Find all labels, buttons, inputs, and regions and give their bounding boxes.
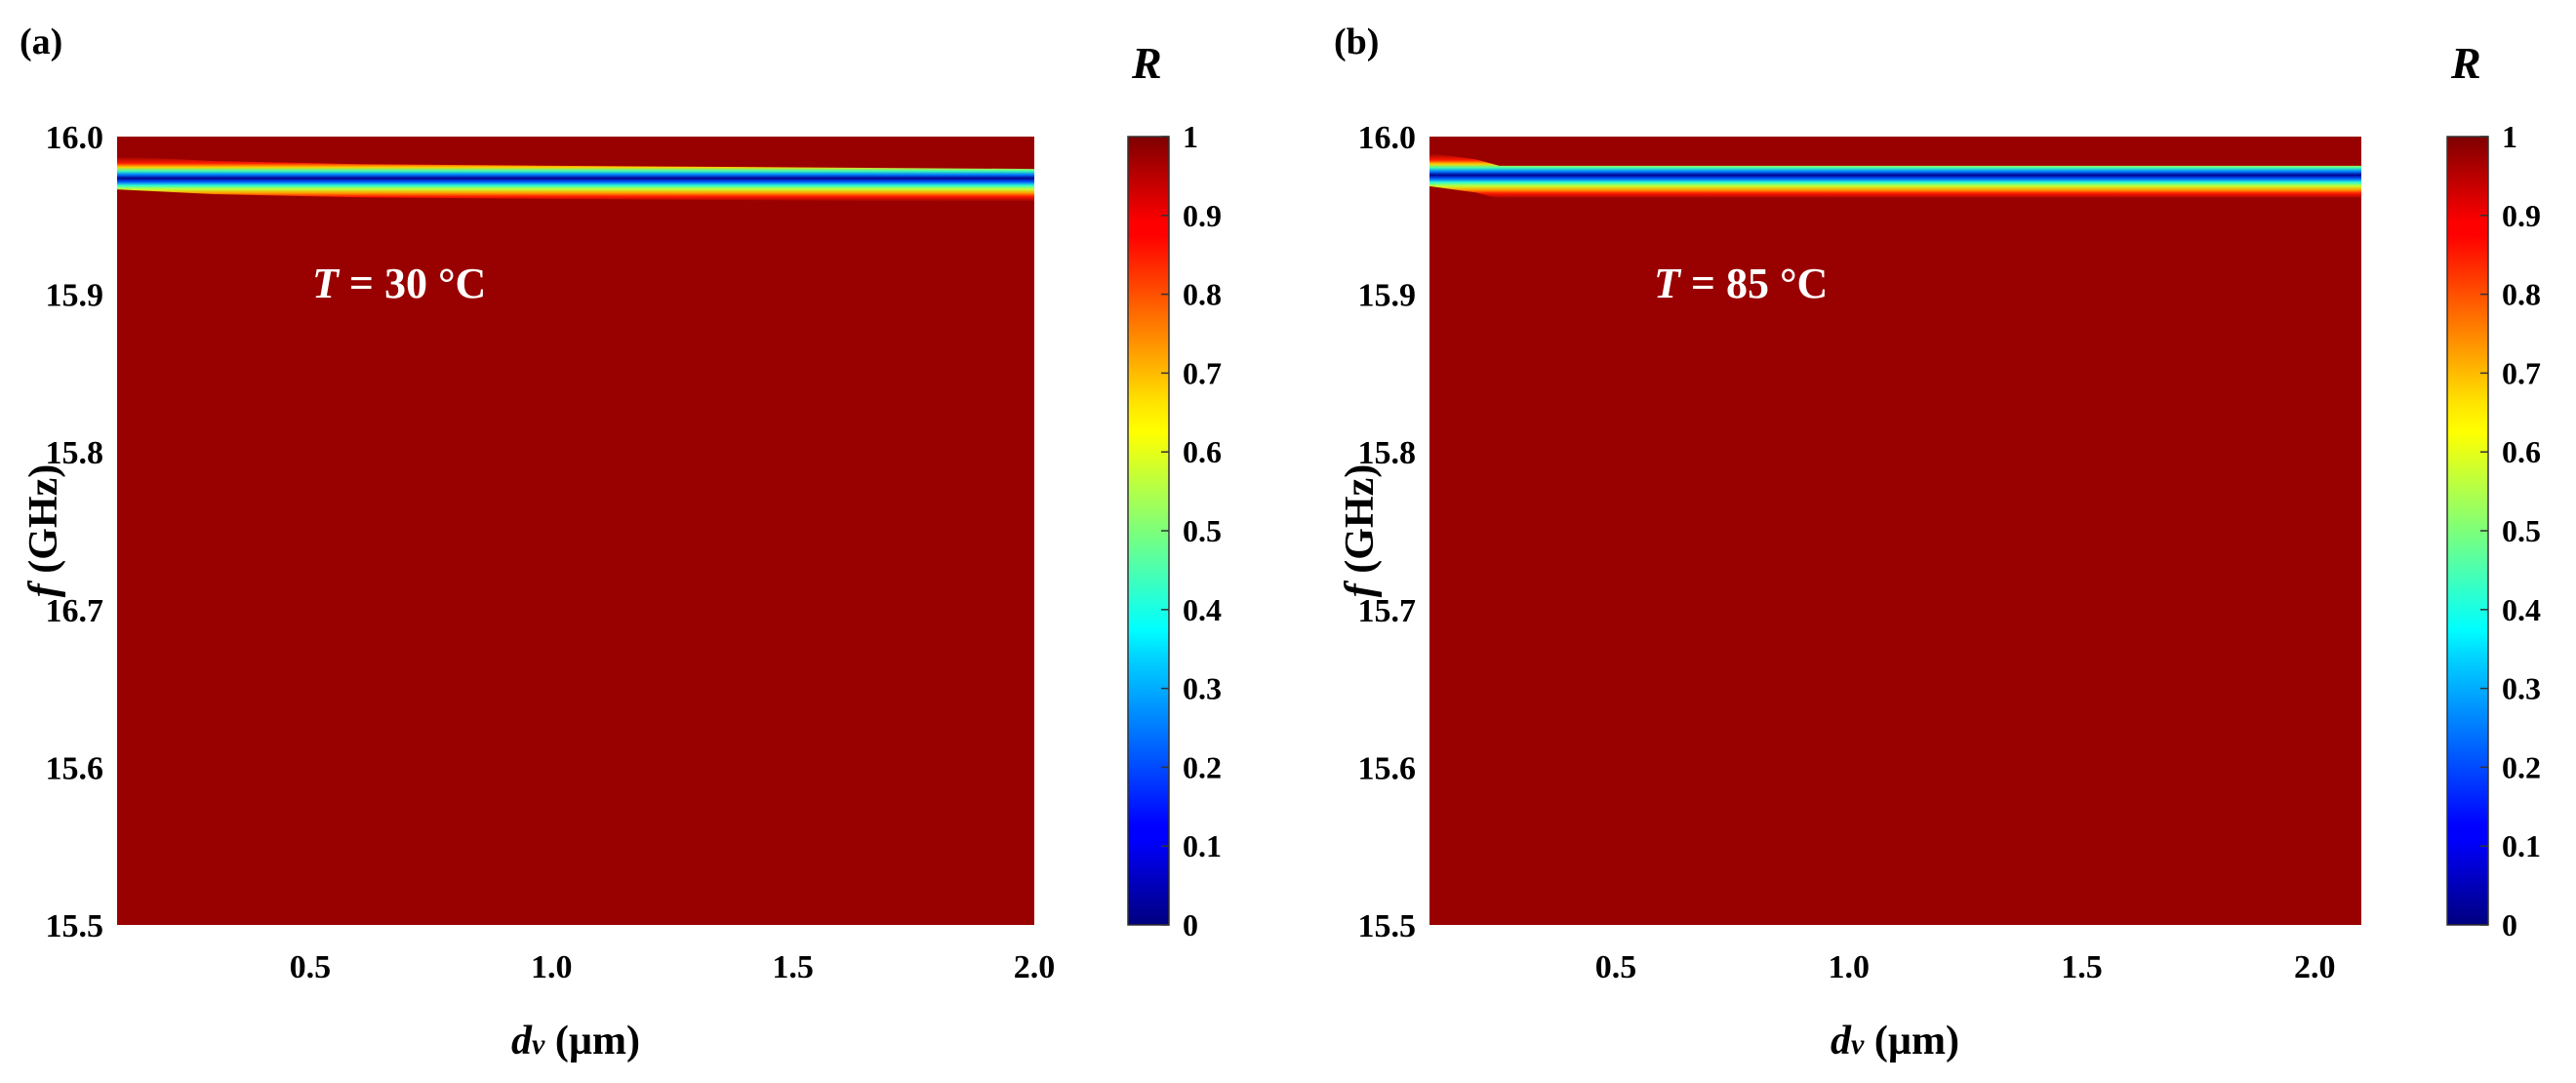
x-axis-label: dv (µm) xyxy=(1831,1019,1959,1063)
colorbar-tick-labels: 1 0.9 0.8 0.7 0.6 0.5 0.4 0.3 0.2 0.1 0 xyxy=(2480,119,2541,943)
colorbar-tick-label: 0.7 xyxy=(1183,355,1222,390)
colorbar-tick-label: 0.8 xyxy=(1183,277,1222,312)
temperature-annotation: T = 85 °C xyxy=(1654,260,1828,307)
y-tick-label: 15.8 xyxy=(1358,435,1417,471)
colorbar-tick-label: 0.2 xyxy=(2502,749,2541,784)
heatmap-plot-area xyxy=(117,137,1034,925)
y-tick-label: 16.7 xyxy=(46,593,104,629)
x-tick-label: 0.5 xyxy=(1595,949,1637,985)
colorbar-tick-label: 1 xyxy=(1183,119,1198,154)
panel-a: (a) 16.0 15.9 15.8 16.7 15.6 15.5 0.5 1.0 1.5 2.… xyxy=(20,21,1222,1063)
colorbar-tick-label: 0.5 xyxy=(2502,513,2541,548)
colorbar-tick-label: 0.6 xyxy=(2502,434,2541,469)
y-tick-label: 15.6 xyxy=(1358,750,1417,786)
colorbar-tick-label: 0.2 xyxy=(1183,749,1222,784)
colorbar-title: R xyxy=(2450,38,2481,88)
y-axis-label: f (GHz) xyxy=(21,464,66,597)
colorbar-tick-label: 0.1 xyxy=(2502,828,2541,863)
x-tick-labels: 0.5 1.0 1.5 2.0 xyxy=(1595,949,2336,985)
colorbar-tick-label: 0 xyxy=(1183,907,1198,943)
y-tick-label: 15.9 xyxy=(1358,278,1417,314)
x-tick-label: 1.5 xyxy=(2061,949,2103,985)
y-tick-label: 15.8 xyxy=(46,435,104,471)
colorbar-tick-label: 0.6 xyxy=(1183,434,1222,469)
y-tick-label: 16.0 xyxy=(1358,120,1417,156)
y-tick-label: 16.0 xyxy=(46,120,104,156)
y-tick-label: 15.7 xyxy=(1358,593,1417,629)
colorbar-tick-label: 0.4 xyxy=(2502,592,2541,627)
resonance-band xyxy=(117,156,1034,203)
x-tick-label: 1.0 xyxy=(531,949,573,985)
colorbar-tick-label: 0.1 xyxy=(1183,828,1222,863)
colorbar-tick-label: 0 xyxy=(2502,907,2517,943)
y-tick-labels: 16.0 15.9 15.8 16.7 15.6 15.5 xyxy=(46,120,104,944)
panel-label: (b) xyxy=(1334,21,1379,62)
y-tick-label: 15.9 xyxy=(46,278,104,314)
panel-label: (a) xyxy=(20,21,62,62)
panel-b: (b) 16.0 15.9 15.8 15.7 15.6 15.5 0.5 1.0 1.5 2.… xyxy=(1334,21,2541,1063)
colorbar-tick-label: 0.5 xyxy=(1183,513,1222,548)
x-tick-label: 1.0 xyxy=(1829,949,1871,985)
colorbar-tick-label: 0.7 xyxy=(2502,355,2541,390)
y-axis-label: f (GHz) xyxy=(1338,464,1383,597)
x-tick-label: 0.5 xyxy=(290,949,332,985)
colorbar-tick-label: 0.8 xyxy=(2502,277,2541,312)
y-tick-label: 15.5 xyxy=(46,908,104,944)
colorbar-tick-label: 0.9 xyxy=(1183,198,1222,233)
y-tick-label: 15.6 xyxy=(46,750,104,786)
y-tick-labels: 16.0 15.9 15.8 15.7 15.6 15.5 xyxy=(1358,120,1417,944)
x-tick-label: 2.0 xyxy=(2294,949,2336,985)
y-tick-label: 15.5 xyxy=(1358,908,1417,944)
colorbar-tick-label: 0.9 xyxy=(2502,198,2541,233)
colorbar-tick-labels: 1 0.9 0.8 0.7 0.6 0.5 0.4 0.3 0.2 0.1 0 xyxy=(1161,119,1222,943)
colorbar-tick-label: 1 xyxy=(2502,119,2517,154)
x-tick-label: 1.5 xyxy=(772,949,814,985)
colorbar-title: R xyxy=(1131,38,1162,88)
colorbar-tick-label: 0.4 xyxy=(1183,592,1222,627)
x-axis-label: dv (µm) xyxy=(511,1019,640,1063)
temperature-annotation: T = 30 °C xyxy=(312,260,486,307)
x-tick-label: 2.0 xyxy=(1014,949,1056,985)
colorbar-tick-label: 0.3 xyxy=(2502,671,2541,706)
resonance-band xyxy=(1429,152,2361,199)
colorbar-tick-label: 0.3 xyxy=(1183,671,1222,706)
x-tick-labels: 0.5 1.0 1.5 2.0 xyxy=(290,949,1056,985)
heatmap-plot-area xyxy=(1429,137,2361,925)
